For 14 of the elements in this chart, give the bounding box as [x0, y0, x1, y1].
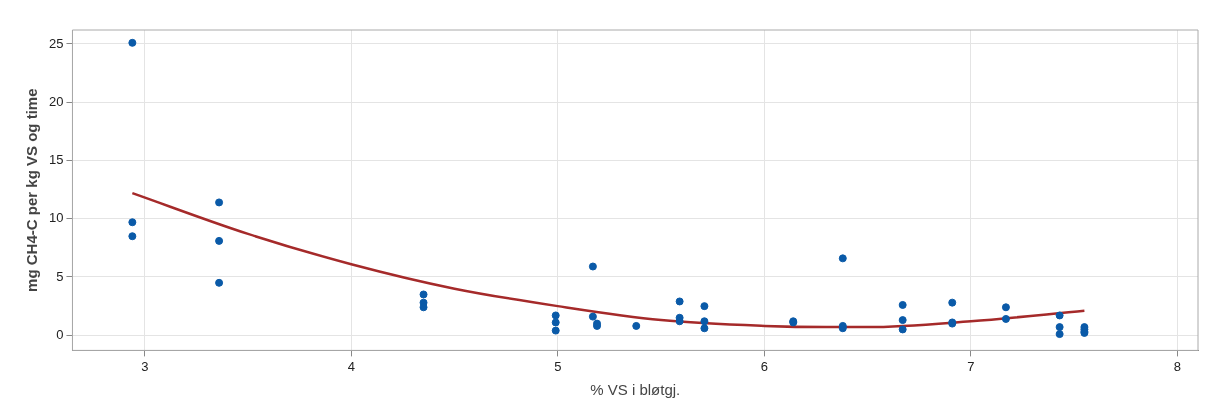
x-axis-title: % VS i bløtgj.	[590, 381, 681, 399]
y-tick-label: 10	[48, 210, 64, 226]
x-tick-label: 7	[967, 358, 975, 374]
y-tick-label: 20	[48, 93, 64, 109]
x-tick-label: 4	[347, 358, 355, 374]
y-tick-label: 25	[48, 35, 64, 51]
y-tick-label: 0	[56, 326, 64, 342]
x-tick-label: 3	[141, 358, 149, 374]
x-tick-label: 6	[760, 358, 768, 374]
x-tick-label: 5	[554, 358, 562, 374]
y-axis-title: mg CH4-C per kg VS og time	[23, 88, 41, 292]
y-tick-label: 15	[48, 152, 64, 168]
x-tick-label: 8	[1173, 358, 1181, 374]
y-tick-label: 5	[56, 268, 64, 284]
